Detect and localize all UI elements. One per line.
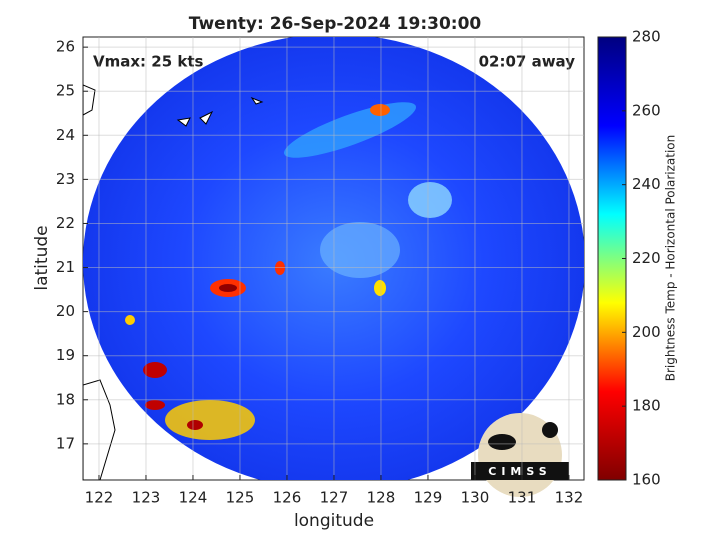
chart-title: Twenty: 26-Sep-2024 19:30:00 <box>189 14 482 34</box>
cloud <box>145 400 165 410</box>
y-tick-label: 26 <box>56 38 75 56</box>
y-tick-label: 17 <box>56 434 75 452</box>
y-tick-label: 21 <box>56 258 75 276</box>
colorbar-tick-label: 240 <box>632 175 661 193</box>
x-tick-label: 123 <box>132 489 161 507</box>
x-tick-label: 126 <box>273 489 302 507</box>
cloud <box>284 102 416 158</box>
annotation: 02:07 away <box>479 53 576 71</box>
x-axis-label: longitude <box>294 511 374 531</box>
cloud <box>320 222 400 278</box>
x-tick-label: 122 <box>85 489 114 507</box>
x-tick-label: 132 <box>555 489 584 507</box>
logo-band <box>471 462 569 480</box>
cloud <box>408 182 452 218</box>
island <box>176 96 264 127</box>
logo-text: CIMSS <box>488 465 551 478</box>
y-tick-label: 24 <box>56 126 75 144</box>
coastline <box>83 84 116 480</box>
colorbar <box>597 36 627 481</box>
colorbar-tick-label: 180 <box>632 397 661 415</box>
colorbar-tick-label: 260 <box>632 101 661 119</box>
x-tick-label: 131 <box>508 489 537 507</box>
x-tick-label: 125 <box>226 489 255 507</box>
y-tick-label: 18 <box>56 390 75 408</box>
logo-tower <box>542 422 558 438</box>
colorbar-tick-label: 160 <box>632 471 661 489</box>
y-tick-label: 20 <box>56 302 75 320</box>
logo-dish <box>488 434 516 450</box>
cloud <box>219 284 237 292</box>
x-tick-label: 129 <box>414 489 443 507</box>
y-tick-label: 22 <box>56 214 75 232</box>
cloud <box>143 362 167 378</box>
x-tick-label: 128 <box>367 489 396 507</box>
colorbar-tick-label: 280 <box>632 28 661 46</box>
annotation: Vmax: 25 kts <box>93 53 203 71</box>
y-axis-label: latitude <box>32 225 52 290</box>
y-tick-label: 19 <box>56 346 75 364</box>
cloud <box>165 400 255 440</box>
logo: CIMSS <box>471 413 569 497</box>
colorbar-tick-label: 220 <box>632 249 661 267</box>
cloud <box>374 280 386 296</box>
x-tick-label: 127 <box>320 489 349 507</box>
cloud <box>187 420 203 430</box>
colorbar-label: Brightness Temp - Horizontal Polarizatio… <box>664 135 678 382</box>
y-tick-label: 25 <box>56 82 75 100</box>
cloud <box>370 104 390 116</box>
y-tick-label: 23 <box>56 170 75 188</box>
x-tick-label: 130 <box>461 489 490 507</box>
colorbar-tick-label: 200 <box>632 323 661 341</box>
x-tick-label: 124 <box>179 489 208 507</box>
cloud <box>125 315 135 325</box>
